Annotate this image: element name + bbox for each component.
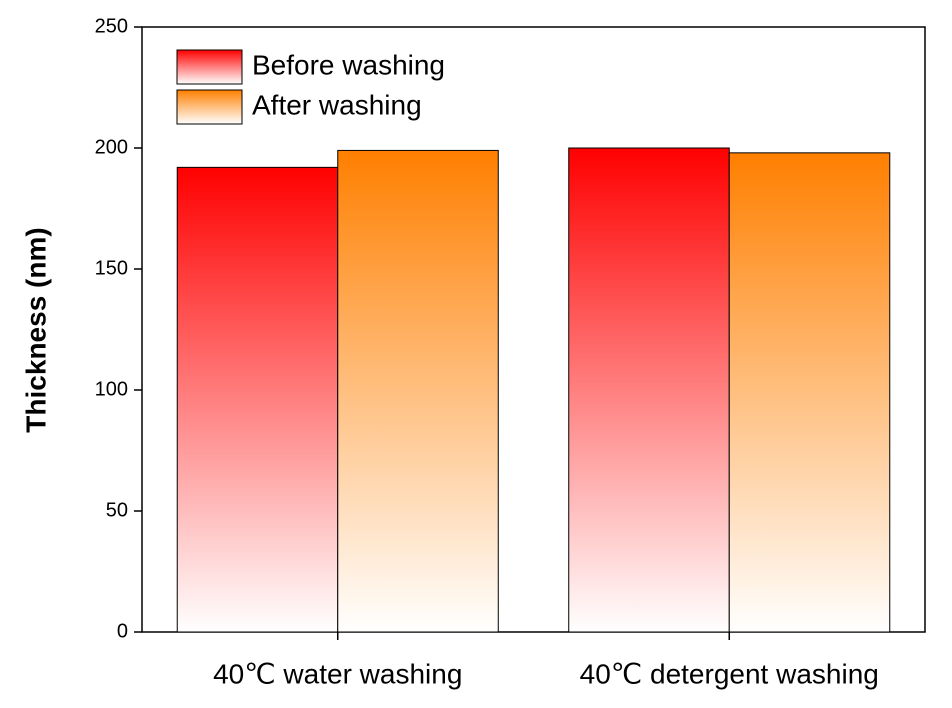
legend-label: Before washing bbox=[252, 49, 445, 80]
plot-frame bbox=[141, 26, 926, 633]
bar bbox=[337, 149, 499, 633]
y-tick-label: 50 bbox=[106, 499, 128, 521]
bar bbox=[176, 166, 339, 633]
x-tick-label: 40℃ detergent washing bbox=[580, 658, 879, 689]
y-tick-label: 150 bbox=[95, 257, 128, 279]
y-tick-label: 200 bbox=[95, 136, 128, 158]
bar bbox=[568, 147, 730, 633]
x-tick-label: 40℃ water washing bbox=[213, 658, 462, 689]
y-tick-label: 100 bbox=[95, 378, 128, 400]
legend-swatch bbox=[176, 89, 243, 125]
legend-swatch bbox=[176, 49, 243, 85]
y-tick-label: 0 bbox=[117, 620, 128, 642]
bar bbox=[728, 152, 891, 633]
y-axis-label: Thickness (nm) bbox=[20, 227, 51, 432]
y-tick-label: 250 bbox=[95, 15, 128, 37]
legend-label: After washing bbox=[252, 89, 422, 120]
